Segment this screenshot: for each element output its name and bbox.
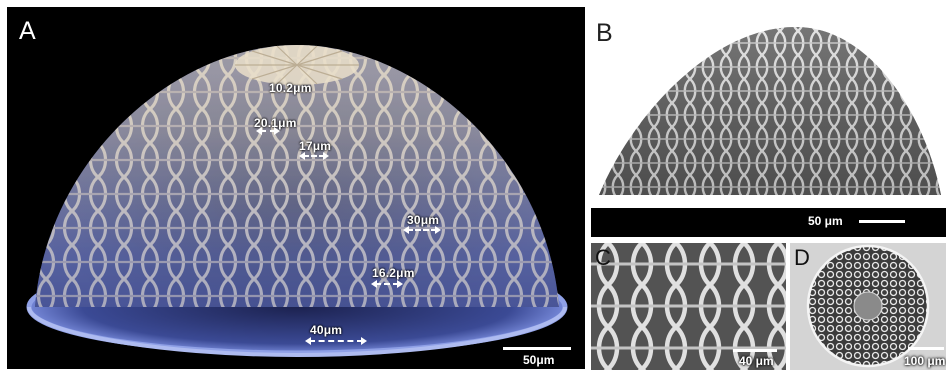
measurement-arrow [403,226,441,234]
scale-bar [503,347,571,350]
panel-b-sem-side-view: B 50 μm [591,7,946,237]
scale-bar [733,349,777,352]
dome-render-image [26,45,568,358]
measurement-label: 16.2μm [372,266,415,280]
scale-bar [908,347,944,350]
scale-bar-label: 40 μm [739,354,774,368]
measurement-label: 40μm [310,323,343,337]
panel-letter-a: A [19,17,36,45]
panel-a-dome-render: A 10.2μm 20.1μm 17μm 30μm 16.2μm 40μm 50… [7,7,585,369]
panel-d-sem-top-view: D 100 μm [790,243,946,370]
measurement-arrow [371,280,403,288]
sem-closeup-image [591,243,786,370]
measurement-label: 30μm [407,213,440,227]
panel-letter-d: D [794,245,810,270]
measurement-label: 10.2μm [269,81,312,95]
panel-c-sem-closeup: C 40 μm [591,243,786,370]
sem-side-image [591,27,946,237]
measurement-label: 17μm [299,139,332,153]
panel-letter-c: C [595,245,611,270]
measurement-arrow [299,152,329,160]
scale-bar-label: 50μm [523,353,555,367]
scale-bar-label: 100 μm [904,354,946,368]
scale-bar [859,220,905,223]
measurement-arrow [305,337,367,345]
sem-top-image [790,243,946,370]
scale-bar-label: 50 μm [808,214,843,228]
panel-letter-b: B [596,19,613,47]
measurement-label: 20.1μm [254,116,297,130]
measurement-arrow [256,127,280,135]
